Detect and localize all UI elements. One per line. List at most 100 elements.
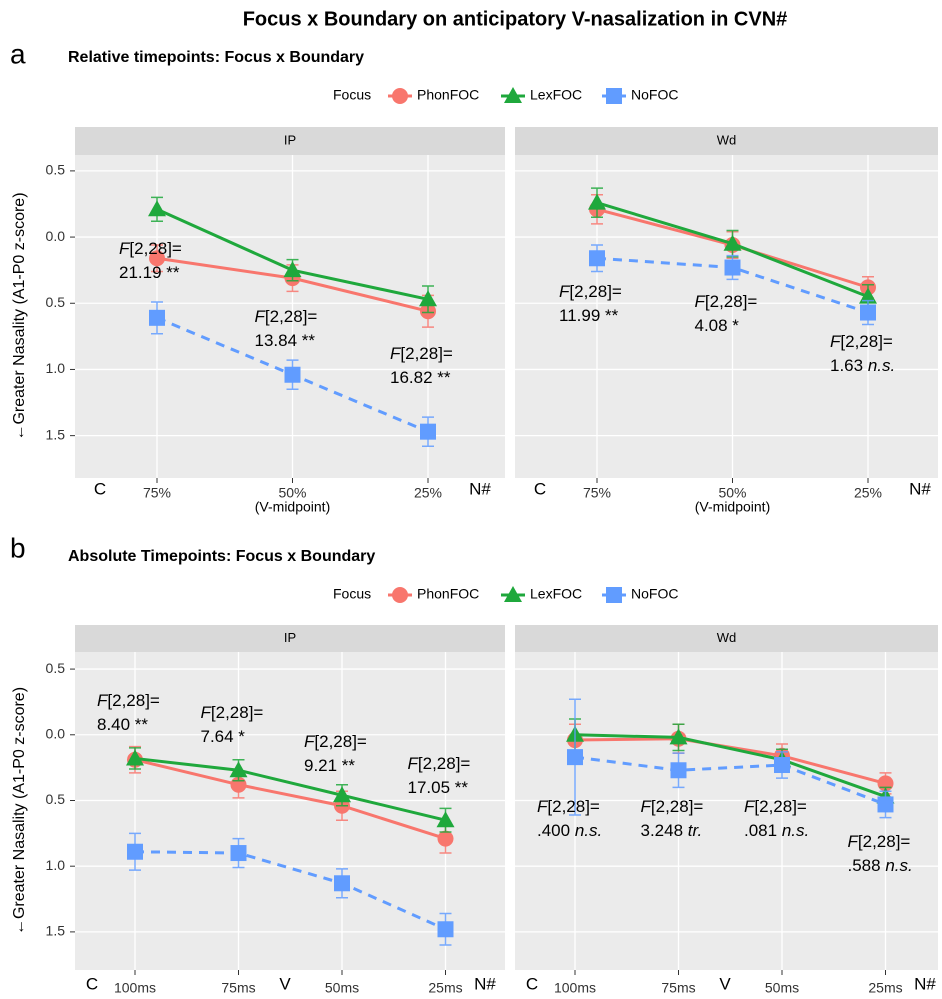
annotation: 4.08 * (695, 316, 740, 335)
y-tick-label: 0.0 (46, 228, 66, 244)
strip-label: Wd (717, 132, 737, 147)
point (229, 761, 248, 778)
point (877, 796, 894, 813)
panel-title: Relative timepoints: Focus x Boundary (68, 49, 364, 66)
point (437, 921, 454, 938)
annotation: F[2,28]= (830, 332, 893, 351)
point (588, 193, 606, 210)
annotation: F[2,28]= (97, 691, 160, 710)
x-tick-label: 75ms (221, 980, 255, 996)
x-note: (V-midpoint) (695, 499, 770, 515)
point (127, 843, 143, 860)
point (283, 261, 302, 278)
x-tick-label: 50ms (765, 980, 799, 996)
y-tick-label: 1.5 (46, 923, 66, 939)
plot-background (515, 652, 938, 970)
point (148, 200, 166, 217)
y-tick-label: 1.0 (46, 857, 66, 873)
strip (75, 625, 505, 652)
annotation: 8.40 ** (97, 715, 148, 734)
strip-label: IP (284, 630, 296, 645)
y-tick-label: 1.0 (46, 360, 66, 376)
y-tick-label: 0.5 (46, 162, 66, 178)
x-start-label: C (526, 974, 538, 993)
point (149, 309, 165, 326)
legend-title: Focus (333, 586, 371, 602)
annotation: 9.21 ** (304, 756, 355, 775)
strip (515, 625, 938, 652)
series-line (574, 733, 887, 798)
point (723, 234, 742, 251)
x-tick-label: 25ms (868, 980, 902, 996)
series-line (134, 758, 446, 841)
point (333, 786, 351, 803)
x-mid-label: V (279, 974, 291, 993)
x-tick-label: 100ms (114, 980, 156, 996)
annotation: 3.248 tr. (641, 821, 703, 840)
point (230, 845, 247, 862)
legend-label: PhonFOC (417, 87, 479, 103)
legend-label: PhonFOC (417, 586, 479, 602)
y-axis-label: ←Greater Nasality (A1-P0 z-score) (11, 687, 28, 935)
annotation: 11.99 ** (559, 306, 619, 325)
y-tick-label: 0.0 (46, 725, 66, 741)
point (567, 749, 583, 766)
point (126, 749, 144, 766)
x-tick-label: 100ms (554, 980, 596, 996)
point (859, 287, 877, 304)
y-tick-label: 0.5 (46, 660, 66, 676)
point (284, 366, 301, 383)
legend-marker (606, 587, 622, 603)
strip (75, 127, 505, 155)
point (420, 423, 436, 440)
panel-title: Absolute Timepoints: Focus x Boundary (68, 548, 375, 565)
annotation: F[2,28]= (201, 703, 264, 722)
point (437, 830, 454, 847)
point (436, 811, 455, 828)
point (334, 875, 350, 892)
y-axis-label: ←Greater Nasality (A1-P0 z-score) (11, 192, 28, 440)
x-end-label: N# (909, 479, 931, 498)
strip-label: Wd (717, 630, 737, 645)
figure-title: Focus x Boundary on anticipatory V-nasal… (243, 8, 788, 30)
legend-label: NoFOC (631, 87, 678, 103)
x-end-label: N# (474, 974, 496, 993)
x-start-label: C (94, 479, 106, 498)
annotation: F[2,28]= (559, 282, 622, 301)
y-tick-label: 0.5 (46, 294, 66, 310)
annotation: 13.84 ** (255, 331, 316, 350)
panel-label: a (10, 38, 26, 69)
x-end-label: N# (914, 974, 936, 993)
plot-background (75, 652, 505, 970)
point (670, 762, 687, 779)
x-tick-label: 75ms (661, 980, 695, 996)
annotation: F[2,28]= (408, 754, 471, 773)
legend-marker (392, 88, 408, 104)
legend-marker (504, 586, 522, 602)
annotation: 16.82 ** (390, 368, 451, 387)
x-tick-label: 50% (278, 485, 306, 501)
panel-label: b (10, 532, 26, 563)
legend-title: Focus (333, 87, 371, 103)
point (419, 290, 437, 307)
x-tick-label: 50% (718, 485, 746, 501)
point (860, 304, 876, 321)
annotation: F[2,28]= (304, 732, 367, 751)
legend-label: NoFOC (631, 586, 678, 602)
annotation: F[2,28]= (695, 292, 758, 311)
annotation: 21.19 ** (119, 263, 180, 282)
strip-label: IP (284, 132, 296, 147)
annotation: F[2,28]= (390, 344, 453, 363)
legend-label: LexFOC (530, 586, 582, 602)
legend-marker (606, 88, 622, 104)
y-tick-label: 1.5 (46, 426, 66, 442)
annotation: F[2,28]= (119, 239, 182, 258)
x-note: (V-midpoint) (255, 499, 330, 515)
series-line (574, 755, 887, 806)
point (774, 757, 790, 774)
annotation: F[2,28]= (537, 797, 600, 816)
annotation: F[2,28]= (255, 307, 318, 326)
annotation: F[2,28]= (744, 797, 807, 816)
